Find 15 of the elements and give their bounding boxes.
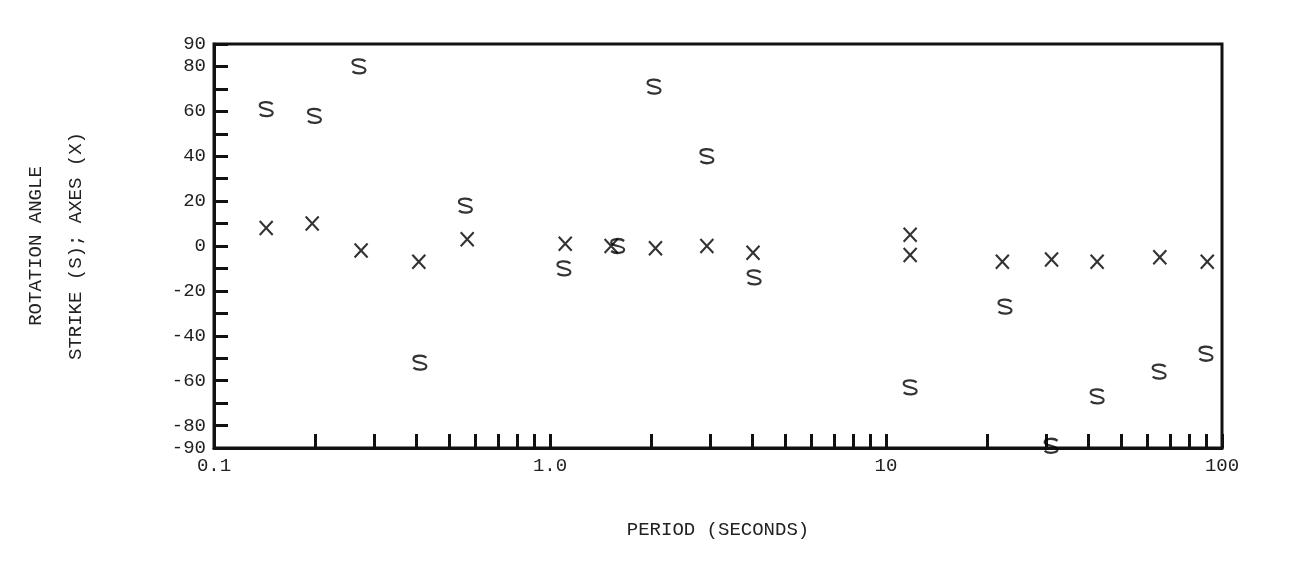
y-tick-label: 80 [183, 55, 206, 78]
y-tick-label: -40 [171, 324, 206, 347]
y-tick-label: 0 [194, 235, 206, 257]
y-tick-label: -60 [171, 369, 206, 392]
y-tick-label: 40 [183, 145, 206, 168]
x-tick-label: 100 [1204, 454, 1240, 477]
y-tick-label: -20 [171, 279, 206, 302]
x-tick-label: 10 [874, 454, 898, 477]
y-tick-label: -80 [171, 414, 206, 437]
y-tick-label: 20 [183, 190, 206, 213]
x-tick-label: 1.0 [532, 454, 568, 477]
x-axis-title: PERIOD (SECONDS) [626, 519, 810, 541]
y-axis-title: ROTATION ANGLE STRIKE (S); AXES (X) [25, 131, 87, 361]
y-tick-label: 90 [183, 33, 206, 55]
y-tick-label: 60 [183, 100, 206, 123]
